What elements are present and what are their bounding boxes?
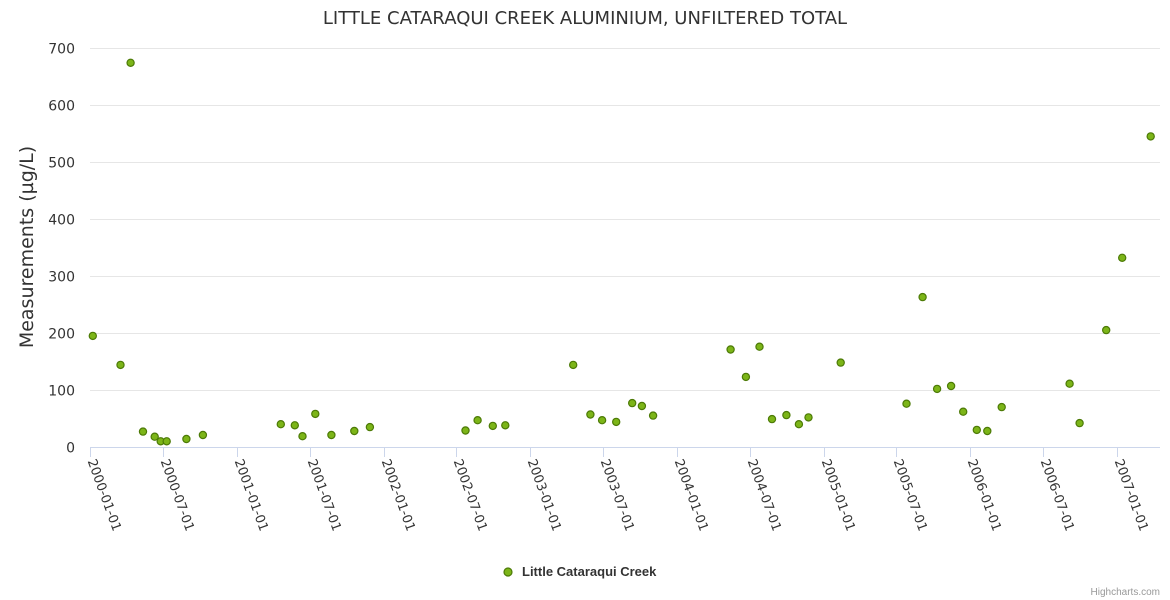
data-point-1[interactable] bbox=[116, 360, 125, 370]
data-point-30[interactable] bbox=[767, 414, 777, 424]
x-tick-label-2005-01-01: 2005-01-01 bbox=[818, 457, 858, 533]
y-tick-label-600: 600 bbox=[48, 99, 75, 115]
data-point-45[interactable] bbox=[1101, 325, 1111, 335]
data-point-8[interactable] bbox=[198, 430, 208, 440]
x-tick-label-2000-01-01: 2000-01-01 bbox=[84, 457, 124, 533]
y-tick-label-500: 500 bbox=[48, 156, 75, 172]
chart-title: LITTLE CATARAQUI CREEK ALUMINIUM, UNFILT… bbox=[323, 8, 847, 29]
y-axis-ticks: 0 100 200 300 400 500 600 700 bbox=[48, 42, 75, 457]
legend-marker-icon bbox=[503, 567, 513, 577]
data-point-26[interactable] bbox=[648, 411, 658, 420]
data-point-10[interactable] bbox=[290, 421, 299, 430]
data-point-47[interactable] bbox=[1146, 132, 1155, 141]
y-tick-label-400: 400 bbox=[48, 213, 75, 229]
x-tick-label-2001-01-01: 2001-01-01 bbox=[231, 457, 271, 533]
x-tick-label-2006-07-01: 2006-07-01 bbox=[1037, 457, 1077, 533]
data-point-0[interactable] bbox=[88, 331, 98, 341]
data-point-9[interactable] bbox=[276, 420, 285, 429]
legend[interactable]: Little Cataraqui Creek bbox=[503, 564, 657, 579]
data-point-38[interactable] bbox=[946, 381, 956, 391]
data-point-23[interactable] bbox=[612, 417, 621, 427]
data-point-42[interactable] bbox=[997, 402, 1006, 412]
data-point-13[interactable] bbox=[327, 430, 336, 440]
data-point-41[interactable] bbox=[983, 426, 992, 436]
data-point-6[interactable] bbox=[162, 437, 171, 446]
data-point-15[interactable] bbox=[365, 422, 375, 432]
data-point-3[interactable] bbox=[138, 427, 148, 436]
y-tick-label-200: 200 bbox=[48, 327, 75, 343]
y-tick-label-0: 0 bbox=[66, 441, 75, 457]
x-axis-ticks: 2000-01-01 2000-07-01 2001-01-01 2001-07-01… bbox=[84, 447, 1151, 533]
data-point-25[interactable] bbox=[637, 401, 647, 411]
x-tick-label-2002-07-01: 2002-07-01 bbox=[450, 457, 490, 533]
x-tick-label-2005-07-01: 2005-07-01 bbox=[890, 457, 930, 533]
x-tick-label-2007-01-01: 2007-01-01 bbox=[1111, 457, 1151, 533]
x-tick-label-2004-01-01: 2004-01-01 bbox=[671, 457, 711, 533]
data-point-46[interactable] bbox=[1117, 253, 1127, 262]
y-tick-label-700: 700 bbox=[48, 42, 75, 58]
x-tick-label-2002-01-01: 2002-01-01 bbox=[378, 457, 418, 533]
data-point-20[interactable] bbox=[569, 360, 578, 370]
data-point-14[interactable] bbox=[350, 426, 359, 436]
data-point-11[interactable] bbox=[298, 432, 307, 441]
data-point-17[interactable] bbox=[473, 416, 482, 425]
data-point-19[interactable] bbox=[501, 421, 510, 430]
data-point-4[interactable] bbox=[150, 432, 159, 441]
data-point-29[interactable] bbox=[755, 342, 764, 351]
data-point-22[interactable] bbox=[597, 416, 607, 425]
x-tick-label-2000-07-01: 2000-07-01 bbox=[157, 457, 197, 533]
data-point-12[interactable] bbox=[311, 409, 320, 419]
data-point-40[interactable] bbox=[972, 425, 982, 435]
y-tick-label-100: 100 bbox=[48, 384, 75, 400]
x-tick-label-2003-01-01: 2003-01-01 bbox=[524, 457, 564, 533]
x-tick-label-2003-07-01: 2003-07-01 bbox=[597, 457, 637, 533]
legend-label[interactable]: Little Cataraqui Creek bbox=[522, 564, 657, 579]
data-point-39[interactable] bbox=[959, 407, 968, 416]
data-point-34[interactable] bbox=[836, 358, 845, 367]
data-point-21[interactable] bbox=[586, 410, 595, 419]
data-point-33[interactable] bbox=[804, 413, 813, 422]
data-point-16[interactable] bbox=[461, 426, 470, 435]
data-point-35[interactable] bbox=[902, 399, 911, 408]
data-point-43[interactable] bbox=[1065, 379, 1074, 388]
data-point-28[interactable] bbox=[741, 372, 751, 382]
data-point-24[interactable] bbox=[628, 398, 637, 408]
data-point-2[interactable] bbox=[126, 58, 135, 68]
data-point-18[interactable] bbox=[488, 421, 497, 431]
grid-lines bbox=[90, 48, 1160, 448]
x-tick-label-2004-07-01: 2004-07-01 bbox=[744, 457, 784, 533]
data-point-32[interactable] bbox=[794, 420, 804, 429]
data-point-37[interactable] bbox=[932, 384, 942, 394]
credits-link[interactable]: Highcharts.com bbox=[1091, 587, 1160, 598]
data-point-27[interactable] bbox=[726, 345, 735, 354]
x-tick-label-2001-07-01: 2001-07-01 bbox=[304, 457, 344, 533]
data-point-7[interactable] bbox=[182, 434, 191, 444]
data-points bbox=[88, 58, 1155, 446]
data-point-36[interactable] bbox=[918, 292, 927, 302]
x-tick-label-2006-01-01: 2006-01-01 bbox=[964, 457, 1004, 533]
y-tick-label-300: 300 bbox=[48, 270, 75, 286]
y-axis-label: Measurements (µg/L) bbox=[16, 146, 38, 348]
data-point-31[interactable] bbox=[782, 410, 791, 420]
data-point-44[interactable] bbox=[1075, 418, 1084, 428]
